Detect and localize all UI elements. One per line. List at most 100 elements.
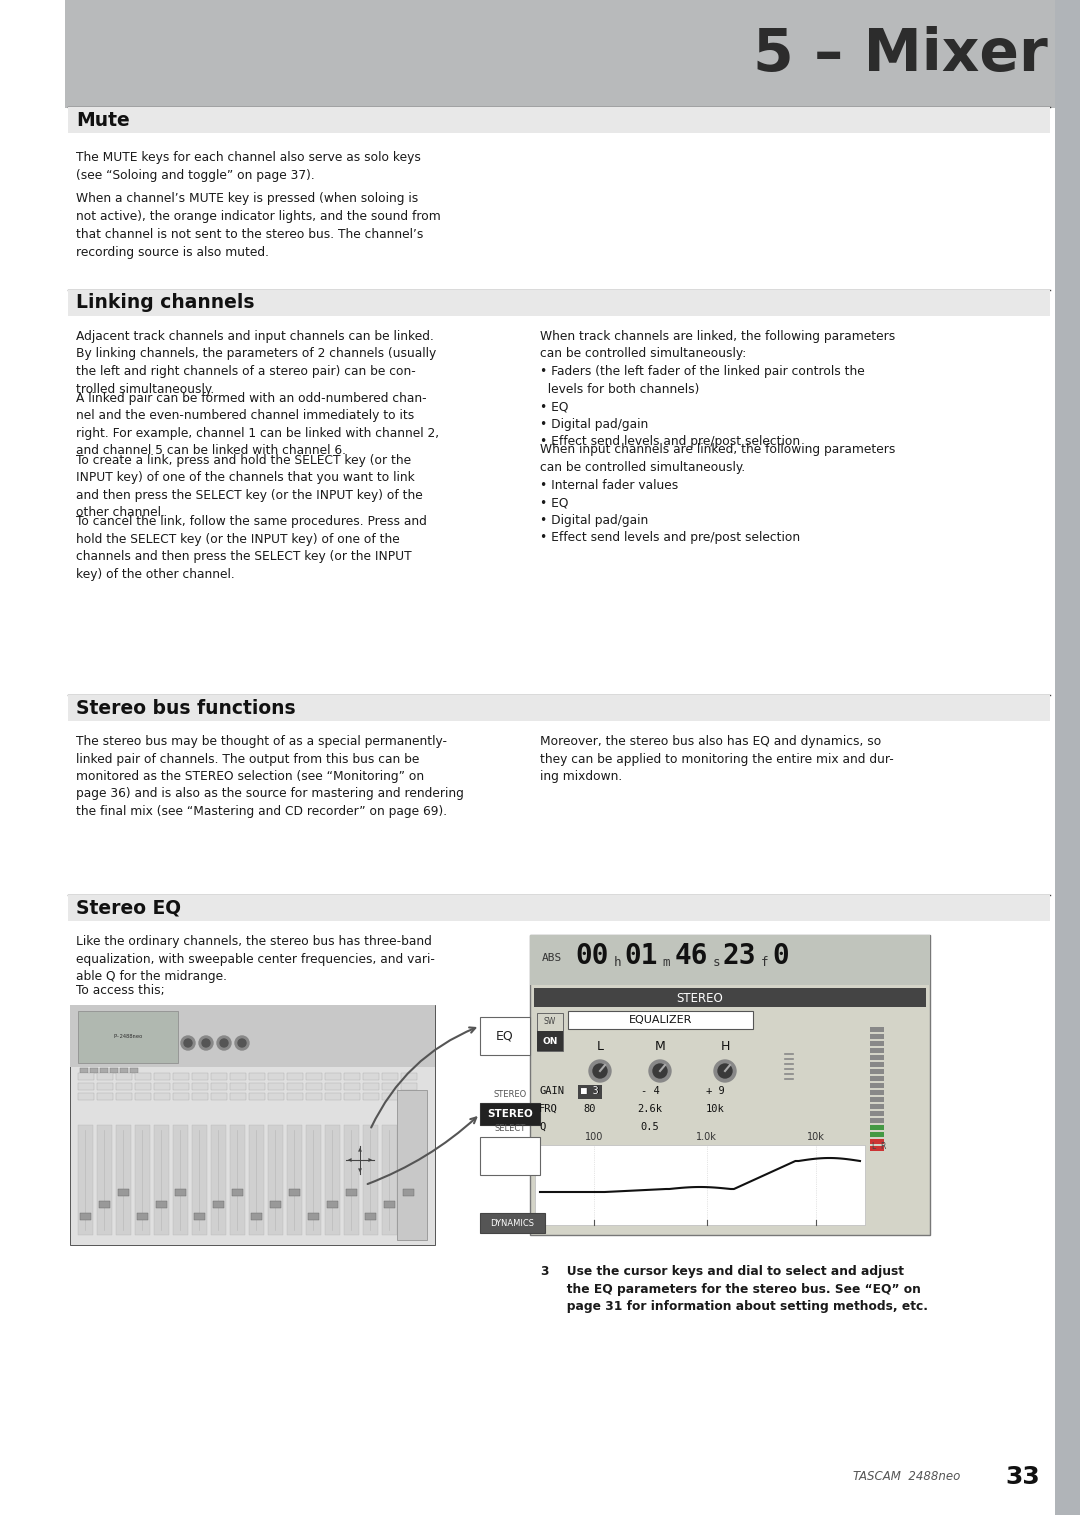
Bar <box>870 1062 885 1067</box>
Bar <box>249 1126 264 1235</box>
Bar <box>173 1126 188 1235</box>
Bar <box>308 1214 319 1220</box>
Text: 00: 00 <box>575 942 608 970</box>
Bar <box>65 0 1080 108</box>
Circle shape <box>202 1039 210 1047</box>
Circle shape <box>718 1064 732 1079</box>
Bar <box>537 1014 563 1051</box>
Bar <box>230 1126 245 1235</box>
Bar <box>211 1092 227 1100</box>
Bar <box>97 1092 113 1100</box>
Text: 5 – Mixer: 5 – Mixer <box>753 26 1048 82</box>
Bar <box>401 1073 417 1080</box>
Text: P-2488neo: P-2488neo <box>113 1035 143 1039</box>
Text: SELECT: SELECT <box>495 1124 526 1133</box>
Bar <box>249 1083 265 1089</box>
Text: Stereo bus functions: Stereo bus functions <box>76 698 296 718</box>
Text: Moreover, the stereo bus also has EQ and dynamics, so
they can be applied to mon: Moreover, the stereo bus also has EQ and… <box>540 735 894 783</box>
Text: • Faders (the left fader of the linked pair controls the
  levels for both chann: • Faders (the left fader of the linked p… <box>540 365 865 448</box>
Text: M: M <box>654 1041 665 1053</box>
Text: 0: 0 <box>772 942 788 970</box>
Bar <box>568 1011 753 1029</box>
Bar <box>384 1201 395 1207</box>
Circle shape <box>593 1064 607 1079</box>
Bar <box>211 1126 226 1235</box>
Bar <box>530 935 930 985</box>
Bar <box>287 1092 303 1100</box>
Bar <box>382 1083 399 1089</box>
Bar <box>578 1085 602 1098</box>
Text: H: H <box>720 1041 730 1053</box>
Bar <box>230 1073 246 1080</box>
Bar <box>116 1083 132 1089</box>
Bar <box>325 1083 341 1089</box>
Bar <box>870 1076 885 1082</box>
Bar <box>363 1092 379 1100</box>
Bar <box>268 1073 284 1080</box>
Text: GAIN: GAIN <box>539 1086 564 1095</box>
Bar <box>194 1214 205 1220</box>
Bar <box>382 1092 399 1100</box>
Polygon shape <box>368 1157 373 1162</box>
Circle shape <box>217 1036 231 1050</box>
Circle shape <box>181 1036 195 1050</box>
Bar <box>480 1136 540 1176</box>
Polygon shape <box>357 1168 362 1173</box>
Bar <box>135 1092 151 1100</box>
Text: ABS: ABS <box>542 953 563 964</box>
Text: L: L <box>596 1041 604 1053</box>
Text: Stereo EQ: Stereo EQ <box>76 898 181 918</box>
Text: SW: SW <box>544 1018 556 1027</box>
Text: 100: 100 <box>585 1132 604 1142</box>
Text: 23: 23 <box>723 942 756 970</box>
Bar <box>530 935 930 1235</box>
Bar <box>268 1126 283 1235</box>
Bar <box>480 1017 530 1054</box>
Text: 80: 80 <box>584 1104 596 1114</box>
Bar <box>251 1214 262 1220</box>
Text: m: m <box>662 956 670 970</box>
Bar <box>306 1092 322 1100</box>
Bar <box>365 1214 376 1220</box>
Bar <box>870 1145 885 1151</box>
Bar <box>535 1145 865 1226</box>
Text: 2.6k: 2.6k <box>637 1104 662 1114</box>
Bar <box>154 1092 170 1100</box>
Bar <box>401 1083 417 1089</box>
Bar <box>870 1104 885 1109</box>
Text: EQUALIZER: EQUALIZER <box>629 1015 692 1026</box>
Bar <box>78 1126 93 1235</box>
Bar <box>870 1097 885 1101</box>
Bar <box>480 1214 545 1233</box>
Bar <box>230 1083 246 1089</box>
Bar <box>118 1189 129 1195</box>
Bar <box>870 1132 885 1136</box>
Bar <box>78 1011 178 1064</box>
Bar <box>97 1083 113 1089</box>
Bar <box>345 1073 360 1080</box>
Bar <box>68 895 1050 921</box>
Text: FRQ: FRQ <box>539 1104 557 1114</box>
Bar <box>870 1083 885 1088</box>
Bar <box>135 1073 151 1080</box>
Bar <box>870 1089 885 1095</box>
Bar <box>289 1189 300 1195</box>
Bar <box>870 1048 885 1053</box>
Text: • Internal fader values
• EQ
• Digital pad/gain
• Effect send levels and pre/pos: • Internal fader values • EQ • Digital p… <box>540 479 800 544</box>
Circle shape <box>220 1039 228 1047</box>
Circle shape <box>653 1064 667 1079</box>
Bar <box>270 1201 281 1207</box>
Bar <box>327 1201 338 1207</box>
Text: 01: 01 <box>624 942 658 970</box>
Bar <box>306 1126 321 1235</box>
Bar <box>870 1041 885 1045</box>
Bar <box>211 1083 227 1089</box>
Text: ■ 3: ■ 3 <box>581 1086 599 1095</box>
Bar <box>116 1126 131 1235</box>
Bar <box>870 1070 885 1074</box>
Text: Adjacent track channels and input channels can be linked.
By linking channels, t: Adjacent track channels and input channe… <box>76 330 436 395</box>
Text: 3: 3 <box>540 1265 549 1279</box>
Bar <box>78 1073 94 1080</box>
Bar <box>870 1126 885 1130</box>
Bar <box>325 1092 341 1100</box>
